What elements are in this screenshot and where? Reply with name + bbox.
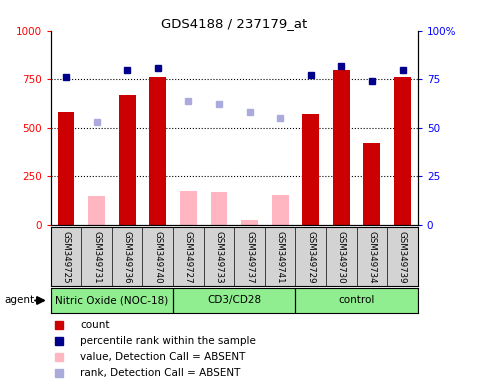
Text: GSM349736: GSM349736 [123,231,132,284]
Text: CD3/CD28: CD3/CD28 [207,295,261,306]
Title: GDS4188 / 237179_at: GDS4188 / 237179_at [161,17,307,30]
Text: GSM349737: GSM349737 [245,231,254,284]
Bar [119,95,136,225]
Text: GSM349739: GSM349739 [398,231,407,284]
Bar [57,112,74,225]
Text: count: count [81,320,110,330]
Text: GSM349731: GSM349731 [92,231,101,284]
Bar [180,191,197,225]
Text: GSM349734: GSM349734 [368,231,376,284]
Text: GSM349730: GSM349730 [337,231,346,284]
Bar [272,195,288,225]
Text: GSM349740: GSM349740 [153,231,162,284]
Bar [88,195,105,225]
Text: GSM349733: GSM349733 [214,231,224,284]
Text: percentile rank within the sample: percentile rank within the sample [81,336,256,346]
Text: GSM349727: GSM349727 [184,231,193,284]
Bar [364,143,380,225]
Bar [211,192,227,225]
Text: GSM349725: GSM349725 [61,231,71,284]
Text: GSM349729: GSM349729 [306,231,315,284]
Text: value, Detection Call = ABSENT: value, Detection Call = ABSENT [81,352,246,362]
Text: Nitric Oxide (NOC-18): Nitric Oxide (NOC-18) [55,295,169,306]
Text: rank, Detection Call = ABSENT: rank, Detection Call = ABSENT [81,368,241,378]
Text: GSM349741: GSM349741 [276,231,284,284]
Bar [241,220,258,225]
Bar [394,77,411,225]
Bar [302,114,319,225]
Text: control: control [339,295,375,306]
Bar [333,70,350,225]
Bar [149,77,166,225]
Text: agent: agent [5,295,35,306]
